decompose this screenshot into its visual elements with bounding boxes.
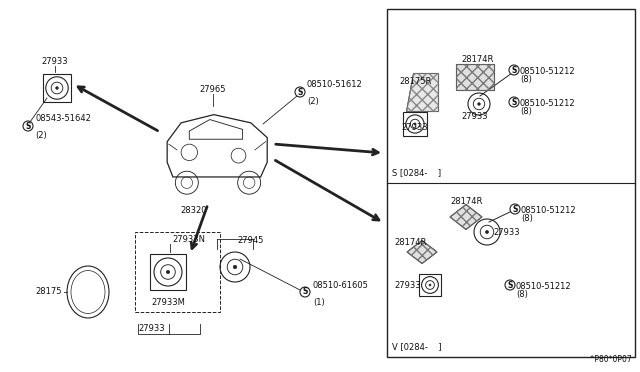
Text: 27933: 27933: [493, 228, 520, 237]
Circle shape: [295, 87, 305, 97]
Text: 28175: 28175: [35, 288, 62, 296]
Polygon shape: [407, 241, 437, 263]
Polygon shape: [450, 205, 482, 230]
Text: 27933M: 27933M: [151, 298, 185, 307]
Text: 08510-51212: 08510-51212: [520, 67, 575, 76]
Polygon shape: [456, 64, 494, 90]
Circle shape: [509, 97, 519, 107]
Text: 28174R: 28174R: [450, 197, 483, 206]
Circle shape: [429, 284, 431, 286]
Circle shape: [505, 280, 515, 290]
Text: S: S: [302, 288, 308, 296]
Text: 08510-51212: 08510-51212: [516, 282, 572, 291]
Polygon shape: [406, 73, 438, 111]
Text: (1): (1): [313, 298, 324, 307]
Circle shape: [166, 270, 170, 274]
Text: (2): (2): [307, 97, 319, 106]
Text: 27945: 27945: [237, 236, 264, 245]
Bar: [387, 9, 635, 357]
Circle shape: [56, 87, 58, 89]
Circle shape: [509, 65, 519, 75]
Text: S: S: [511, 97, 516, 106]
Text: 08510-51612: 08510-51612: [307, 80, 363, 89]
Text: 28175R: 28175R: [399, 77, 431, 86]
Text: 27965: 27965: [200, 85, 227, 94]
Text: 27933: 27933: [401, 122, 428, 131]
Text: 28320: 28320: [180, 206, 207, 215]
Text: 08510-51212: 08510-51212: [521, 206, 577, 215]
Circle shape: [485, 230, 488, 234]
Text: (8): (8): [520, 107, 532, 116]
Circle shape: [300, 287, 310, 297]
Circle shape: [510, 204, 520, 214]
Circle shape: [477, 103, 480, 105]
Text: 27933: 27933: [138, 324, 164, 333]
Text: 28174R: 28174R: [461, 55, 493, 64]
Text: 08510-51212: 08510-51212: [520, 99, 575, 108]
Text: 08543-51642: 08543-51642: [35, 114, 91, 123]
Text: S: S: [298, 87, 303, 96]
Bar: [135, 232, 220, 312]
Text: 27933: 27933: [394, 282, 420, 291]
Text: S [0284-    ]: S [0284- ]: [392, 168, 441, 177]
Text: 08510-61605: 08510-61605: [313, 281, 369, 290]
Text: (2): (2): [35, 131, 47, 140]
Text: S: S: [26, 122, 31, 131]
Text: S: S: [511, 65, 516, 74]
Text: 27933: 27933: [42, 57, 68, 66]
Circle shape: [414, 123, 416, 125]
Text: 27933: 27933: [461, 112, 488, 121]
Text: S: S: [508, 280, 513, 289]
Text: ^P80*0P07: ^P80*0P07: [588, 355, 632, 364]
Circle shape: [233, 265, 237, 269]
Text: V [0284-    ]: V [0284- ]: [392, 342, 442, 351]
Circle shape: [23, 121, 33, 131]
Text: (8): (8): [516, 290, 528, 299]
Text: 27933N: 27933N: [172, 235, 205, 244]
Text: (8): (8): [521, 214, 533, 223]
Text: (8): (8): [520, 75, 532, 84]
Text: S: S: [512, 205, 518, 214]
Text: 28174R: 28174R: [394, 237, 426, 247]
